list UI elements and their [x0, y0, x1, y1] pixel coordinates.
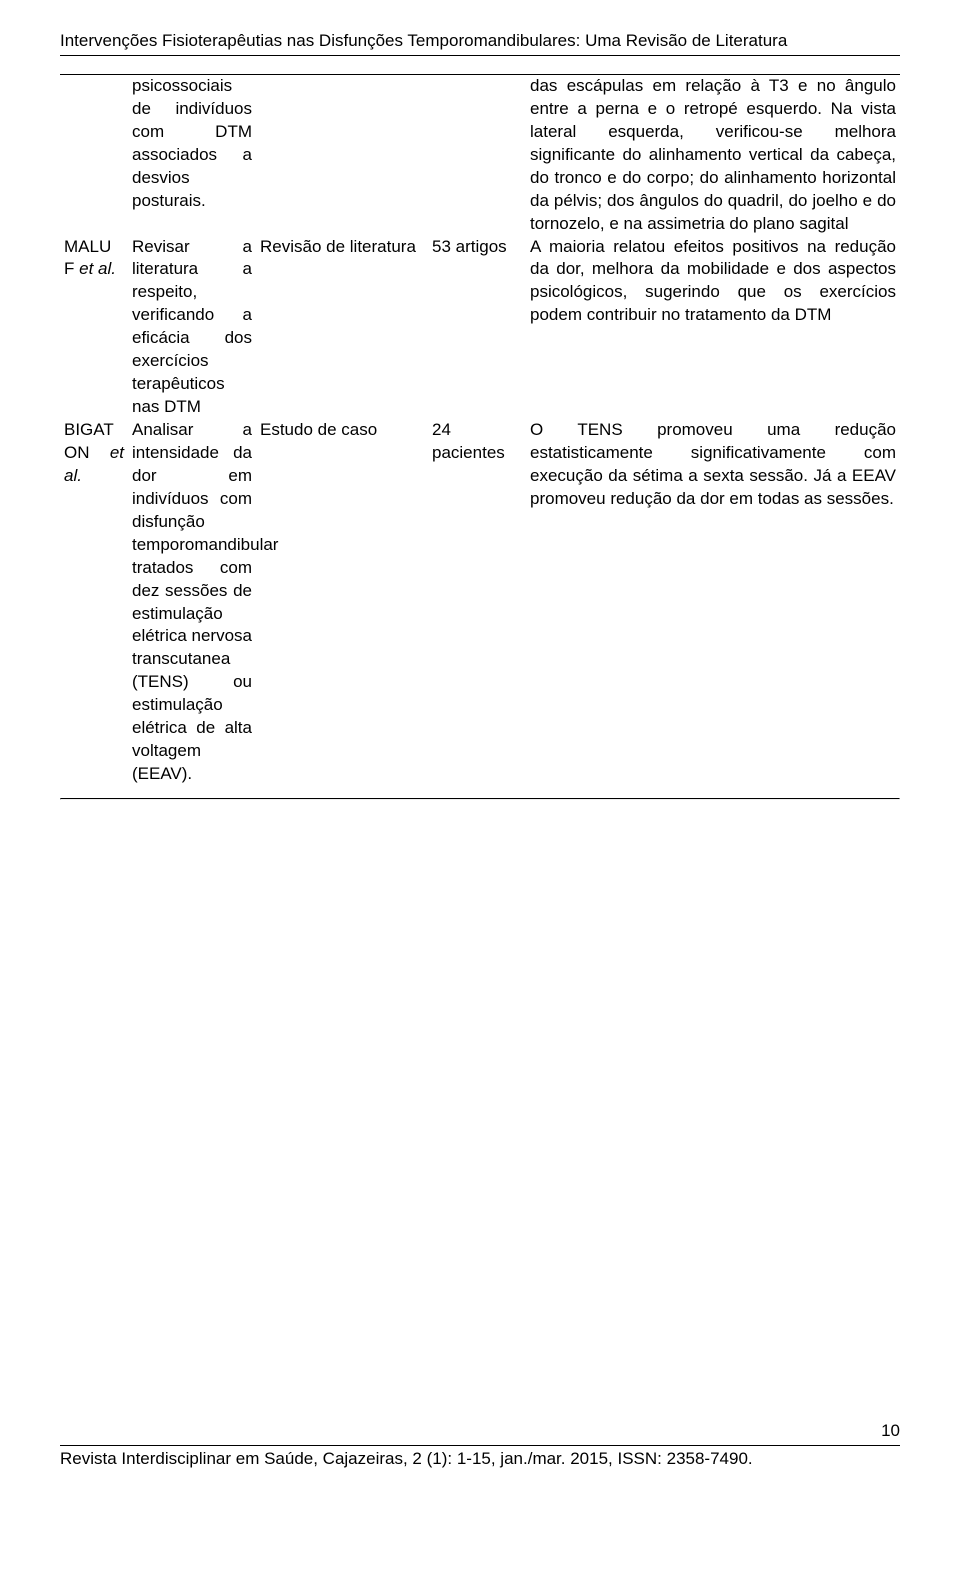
evidence-table: psicossociais de indivíduos com DTM asso…: [60, 74, 900, 800]
header-title: Intervenções Fisioterapêutias nas Disfun…: [60, 30, 900, 53]
table-row: MALU F et al. Revisar a literatura a res…: [60, 236, 900, 420]
author-extra: ON et al.: [64, 443, 124, 485]
cell-objective: psicossociais de indivíduos com DTM asso…: [128, 74, 256, 235]
header-divider: [60, 55, 900, 56]
cell-method: Revisão de literatura: [256, 236, 428, 420]
cell-author: BIGAT ON et al.: [60, 419, 128, 786]
cell-method: Estudo de caso: [256, 419, 428, 786]
cell-result: A maioria relatou efeitos positivos na r…: [526, 236, 900, 420]
cell-objective: Revisar a literatura a respeito, verific…: [128, 236, 256, 420]
table-row: BIGAT ON et al. Analisar a intensidade d…: [60, 419, 900, 786]
author-text: BIGAT: [64, 420, 114, 439]
footer-citation: Revista Interdisciplinar em Saúde, Cajaz…: [60, 1448, 753, 1471]
cell-result: O TENS promoveu uma redução estatisticam…: [526, 419, 900, 786]
cell-author: MALU F et al.: [60, 236, 128, 420]
page-footer: 10 Revista Interdisciplinar em Saúde, Ca…: [60, 1420, 900, 1471]
author-text: MALU: [64, 237, 111, 256]
cell-sample: [428, 74, 526, 235]
cell-sample: 53 artigos: [428, 236, 526, 420]
cell-author: [60, 74, 128, 235]
running-header: Intervenções Fisioterapêutias nas Disfun…: [60, 30, 900, 56]
cell-sample: 24 pacientes: [428, 419, 526, 786]
author-extra: F et al.: [64, 259, 116, 278]
table-bottom-rule: [60, 798, 900, 800]
table-row: psicossociais de indivíduos com DTM asso…: [60, 74, 900, 235]
cell-result: das escápulas em relação à T3 e no ângul…: [526, 74, 900, 235]
page-number: 10: [60, 1420, 900, 1443]
cell-objective: Analisar a intensidade da dor em indivíd…: [128, 419, 256, 786]
cell-method: [256, 74, 428, 235]
